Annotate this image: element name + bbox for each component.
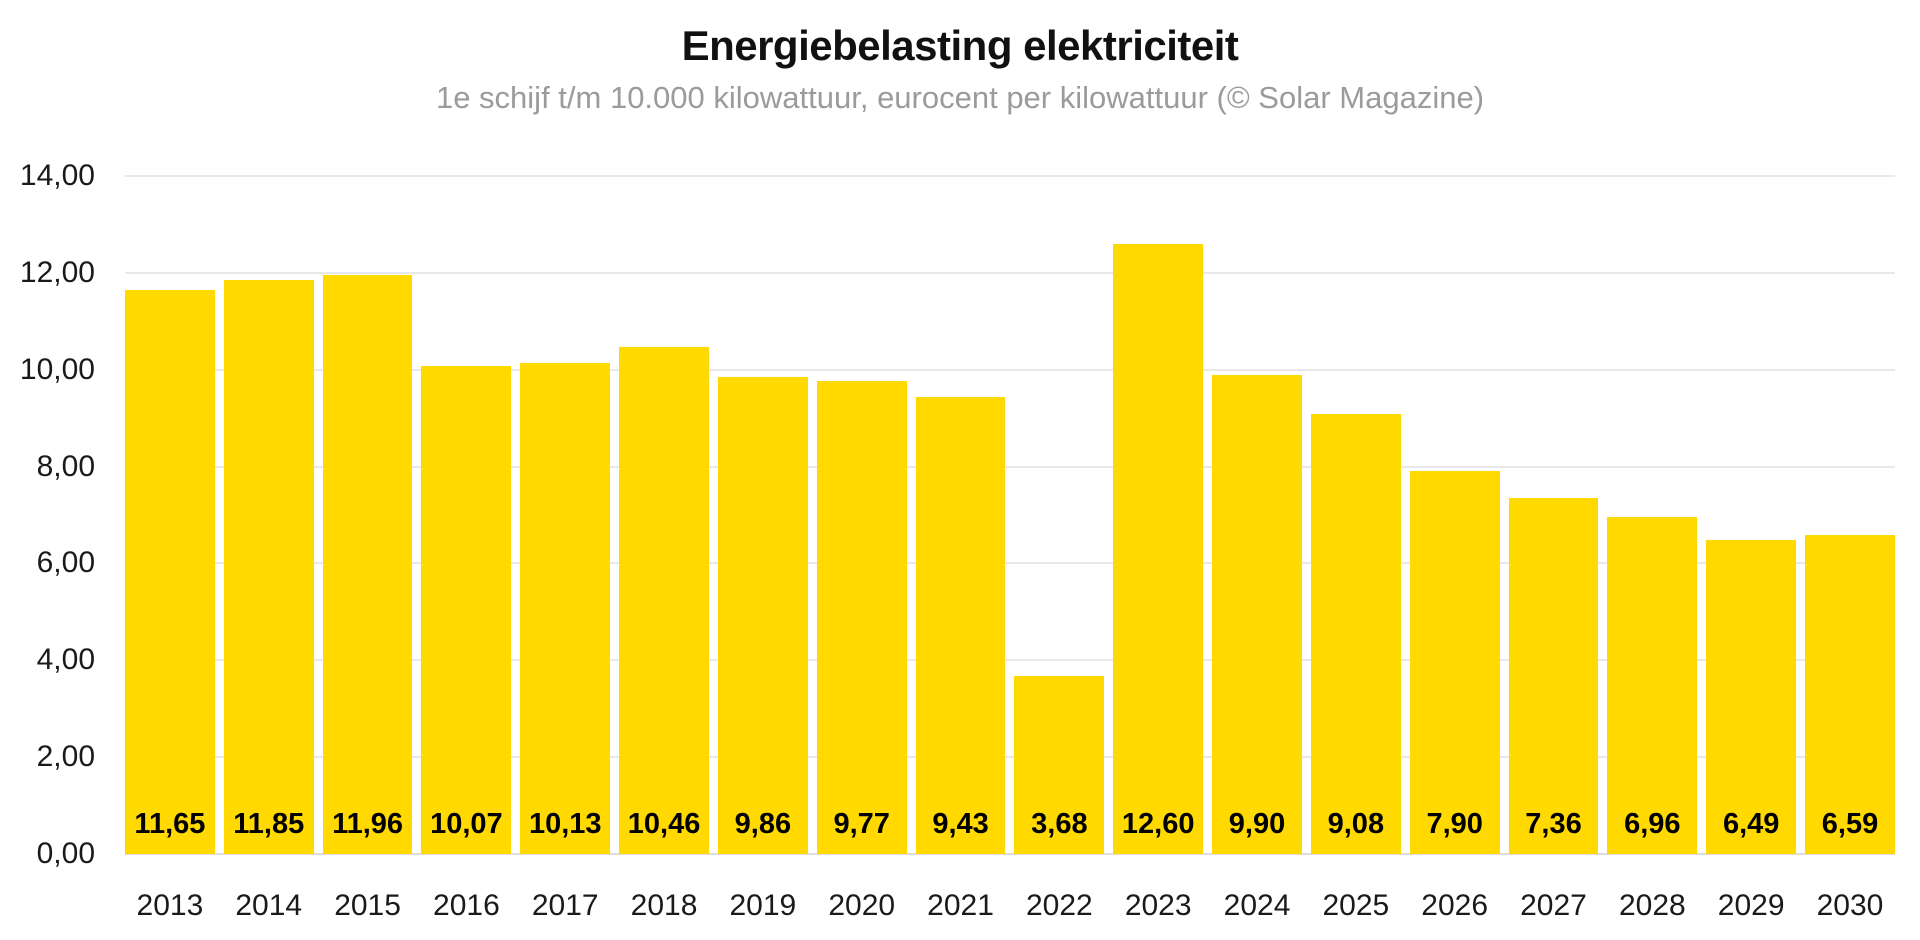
y-tick-label: 4,00 [36, 643, 95, 677]
bar-2017: 10,13 [520, 363, 611, 854]
bar-2026: 7,90 [1409, 471, 1500, 854]
bar-value-label: 7,36 [1525, 808, 1582, 840]
bar-value-label: 9,86 [734, 808, 792, 840]
bar-slot: 11,85 [223, 176, 314, 854]
bar-2020: 9,77 [816, 380, 907, 854]
x-tick-label: 2018 [630, 889, 698, 922]
bar-slot: 6,49 [1706, 176, 1797, 854]
bar-value-label: 10,13 [528, 808, 602, 840]
bar-2030: 6,59 [1805, 534, 1895, 854]
x-tick-label: 2028 [1618, 889, 1686, 922]
x-tick-label: 2016 [433, 889, 500, 922]
bar-slot: 9,77 [816, 176, 907, 854]
bar-slot: 7,36 [1508, 176, 1599, 854]
bar-slot: 11,65 [125, 176, 215, 854]
bar-value-label: 9,08 [1327, 808, 1385, 840]
bar-2014: 11,85 [223, 280, 314, 854]
bar-2023: 12,60 [1113, 243, 1204, 854]
bar-value-label: 6,96 [1624, 808, 1681, 840]
bar-slot: 9,90 [1212, 176, 1302, 854]
x-tick-label: 2015 [334, 889, 401, 922]
bar-2028: 6,96 [1607, 516, 1698, 854]
bar-value-label: 12,60 [1121, 808, 1195, 840]
x-tick-label: 2020 [828, 889, 896, 922]
bar-slot: 10,07 [421, 176, 512, 854]
bars: 11,65 11,85 11,96 10,07 10,13 10,46 9,86 9,77 9,… [125, 176, 1895, 854]
bar-slot: 9,08 [1310, 176, 1401, 854]
x-tick-label: 2029 [1717, 889, 1785, 922]
bar-value-label: 11,65 [134, 808, 206, 840]
x-tick-label: 2021 [927, 889, 994, 922]
x-tick-label: 2024 [1223, 889, 1291, 922]
y-tick-label: 14,00 [19, 159, 95, 192]
x-tick-label: 2026 [1421, 889, 1489, 922]
x-tick-label: 2019 [729, 889, 797, 922]
bar-value-label: 11,96 [332, 808, 404, 840]
x-tick-label: 2022 [1025, 889, 1093, 922]
x-tick-label: 2014 [235, 889, 303, 922]
y-axis: 14,00 12,00 10,00 8,00 6,00 4,00 2,00 0,00 [0, 159, 100, 870]
bar-value-label: 10,07 [430, 808, 503, 840]
x-tick-label: 2013 [136, 889, 204, 922]
gridline-6,00 [125, 562, 1895, 565]
bar-slot: 9,86 [717, 176, 808, 854]
gridline-12,00 [125, 271, 1895, 274]
bar-2021: 9,43 [915, 397, 1006, 854]
bar-value-label: 9,90 [1228, 808, 1286, 840]
bar-slot: 10,46 [619, 176, 709, 854]
bar-slot: 6,59 [1805, 176, 1895, 854]
chart-subtitle: 1e schijf t/m 10.000 kilowattuur, euroce… [435, 80, 1485, 115]
bar-value-label: 3,68 [1031, 808, 1088, 840]
bar-value-label: 7,90 [1426, 808, 1483, 840]
x-tick-label: 2030 [1816, 889, 1884, 922]
bar-slot: 9,43 [915, 176, 1006, 854]
gridline-10,00 [125, 368, 1895, 371]
bar-2013: 11,65 [125, 289, 215, 854]
bar-slot: 6,96 [1607, 176, 1698, 854]
bar-slot: 7,90 [1409, 176, 1500, 854]
bar-slot: 10,13 [520, 176, 611, 854]
x-tick-label: 2025 [1322, 889, 1390, 922]
bar-2022: 3,68 [1014, 675, 1105, 854]
gridline-4,00 [125, 659, 1895, 662]
bar-slot: 3,68 [1014, 176, 1105, 854]
x-tick-label: 2017 [531, 889, 599, 922]
gridline-2,00 [125, 756, 1895, 759]
bar-slot: 11,96 [322, 176, 413, 854]
bar-2016: 10,07 [421, 366, 512, 854]
bar-2018: 10,46 [619, 347, 709, 854]
x-tick-label: 2023 [1124, 889, 1192, 922]
bar-2027: 7,36 [1508, 497, 1599, 854]
chart-title: Energiebelasting elektriciteit [681, 22, 1239, 69]
x-tick-label: 2027 [1520, 889, 1587, 922]
bar-2019: 9,86 [717, 376, 808, 854]
bar-value-label: 6,59 [1821, 808, 1879, 840]
y-tick-label: 10,00 [19, 352, 95, 386]
plot-area: 11,65 11,85 11,96 10,07 10,13 10,46 9,86 9,77 9,… [125, 175, 1895, 855]
y-tick-label: 8,00 [36, 449, 95, 483]
bar-value-label: 9,43 [932, 808, 989, 840]
gridline-14,00 [125, 175, 1895, 177]
bar-value-label: 9,77 [833, 808, 890, 840]
bar-value-label: 10,46 [627, 808, 701, 840]
y-tick-label: 0,00 [36, 837, 95, 870]
bar-2029: 6,49 [1706, 539, 1797, 854]
y-tick-label: 12,00 [19, 255, 95, 289]
bar-value-label: 6,49 [1722, 808, 1780, 840]
bar-2015: 11,96 [322, 274, 413, 854]
y-tick-label: 6,00 [36, 546, 95, 580]
x-axis: 2013 2014 2015 2016 2017 2018 2019 2020 2021 2022… [125, 889, 1895, 923]
y-tick-label: 2,00 [36, 740, 95, 774]
bar-value-label: 11,85 [233, 808, 305, 840]
bar-2025: 9,08 [1310, 414, 1401, 854]
bar-2024: 9,90 [1212, 374, 1302, 854]
bar-slot: 12,60 [1113, 176, 1204, 854]
gridline-8,00 [125, 465, 1895, 468]
gridline-0,00 [125, 853, 1895, 855]
